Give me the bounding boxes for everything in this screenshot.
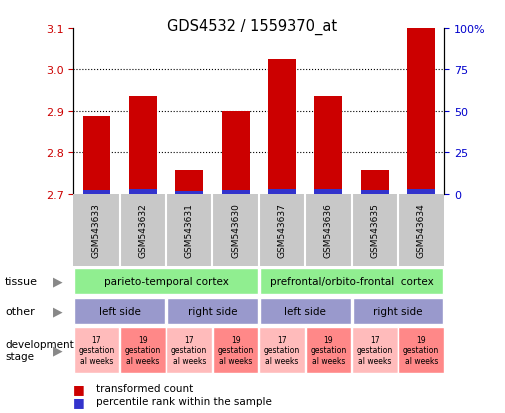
Text: GDS4532 / 1559370_at: GDS4532 / 1559370_at bbox=[168, 19, 337, 35]
Text: GSM543630: GSM543630 bbox=[231, 203, 240, 258]
Bar bbox=[167, 327, 212, 373]
Bar bbox=[315, 190, 342, 194]
Bar bbox=[74, 298, 165, 324]
Text: left side: left side bbox=[98, 306, 140, 316]
Bar bbox=[175, 171, 203, 194]
Text: other: other bbox=[5, 306, 35, 316]
Text: 19
gestation
al weeks: 19 gestation al weeks bbox=[125, 335, 161, 365]
Bar bbox=[352, 298, 443, 324]
Bar bbox=[268, 60, 296, 194]
Text: right side: right side bbox=[188, 306, 237, 316]
Text: development
stage: development stage bbox=[5, 339, 74, 361]
Bar bbox=[407, 29, 435, 194]
Bar bbox=[167, 298, 258, 324]
Text: 19
gestation
al weeks: 19 gestation al weeks bbox=[218, 335, 254, 365]
Text: GSM543635: GSM543635 bbox=[370, 203, 379, 258]
Bar bbox=[398, 327, 444, 373]
Bar bbox=[129, 97, 157, 194]
Bar bbox=[129, 190, 157, 194]
Text: 17
gestation
al weeks: 17 gestation al weeks bbox=[357, 335, 393, 365]
Text: ▶: ▶ bbox=[53, 304, 63, 318]
Text: GSM543633: GSM543633 bbox=[92, 203, 101, 258]
Text: right side: right side bbox=[373, 306, 423, 316]
Text: prefrontal/orbito-frontal  cortex: prefrontal/orbito-frontal cortex bbox=[270, 276, 433, 286]
Bar bbox=[260, 268, 443, 294]
Text: GSM543637: GSM543637 bbox=[278, 203, 286, 258]
Text: 17
gestation
al weeks: 17 gestation al weeks bbox=[264, 335, 300, 365]
Bar bbox=[222, 112, 249, 194]
Bar bbox=[352, 327, 397, 373]
Text: GSM543632: GSM543632 bbox=[138, 203, 147, 258]
Bar bbox=[82, 191, 110, 194]
Bar bbox=[213, 327, 259, 373]
Bar bbox=[315, 97, 342, 194]
Bar bbox=[361, 191, 389, 194]
Bar bbox=[74, 268, 258, 294]
Text: percentile rank within the sample: percentile rank within the sample bbox=[96, 396, 272, 406]
Text: GSM543631: GSM543631 bbox=[185, 203, 194, 258]
Bar bbox=[222, 191, 249, 194]
Bar bbox=[175, 191, 203, 194]
Bar bbox=[120, 327, 166, 373]
Bar bbox=[82, 116, 110, 194]
Text: transformed count: transformed count bbox=[96, 383, 193, 393]
Text: 19
gestation
al weeks: 19 gestation al weeks bbox=[403, 335, 439, 365]
Text: GSM543634: GSM543634 bbox=[417, 203, 426, 258]
Text: 17
gestation
al weeks: 17 gestation al weeks bbox=[78, 335, 115, 365]
Bar bbox=[259, 327, 305, 373]
Text: ■: ■ bbox=[73, 382, 85, 395]
Bar bbox=[260, 298, 350, 324]
Text: ▶: ▶ bbox=[53, 344, 63, 357]
Text: tissue: tissue bbox=[5, 277, 38, 287]
Bar bbox=[407, 189, 435, 194]
Text: ▶: ▶ bbox=[53, 275, 63, 288]
Text: parieto-temporal cortex: parieto-temporal cortex bbox=[104, 276, 228, 286]
Text: left side: left side bbox=[284, 306, 326, 316]
Bar bbox=[268, 189, 296, 194]
Text: 17
gestation
al weeks: 17 gestation al weeks bbox=[171, 335, 208, 365]
Bar bbox=[306, 327, 351, 373]
Text: ■: ■ bbox=[73, 395, 85, 408]
Bar bbox=[74, 327, 119, 373]
Text: 19
gestation
al weeks: 19 gestation al weeks bbox=[310, 335, 346, 365]
Bar bbox=[361, 171, 389, 194]
Text: GSM543636: GSM543636 bbox=[324, 203, 333, 258]
